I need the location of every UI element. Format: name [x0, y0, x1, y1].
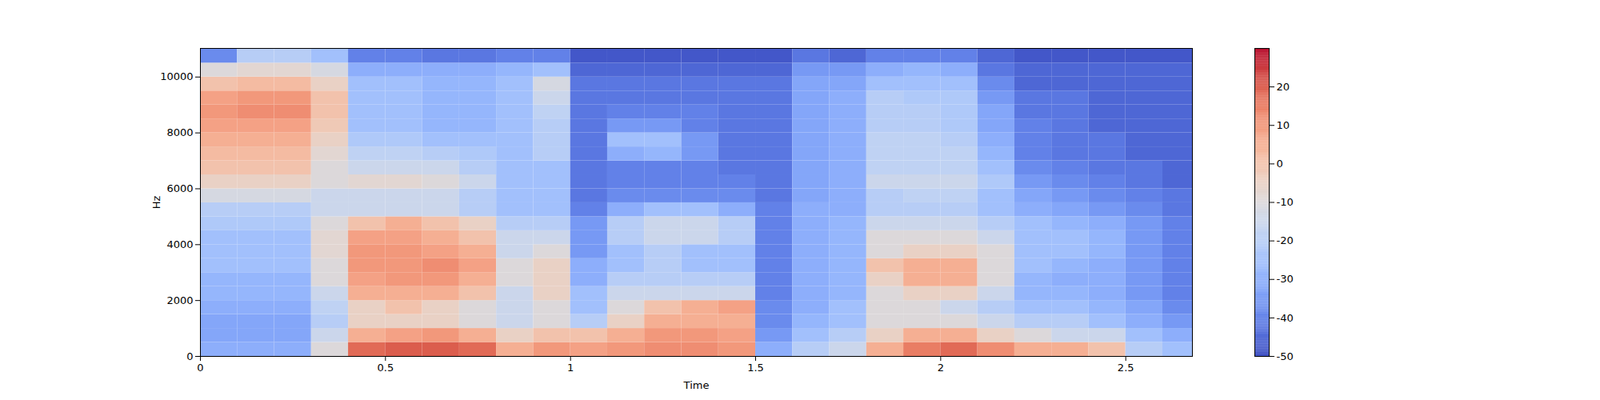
svg-text:1.5: 1.5: [747, 361, 764, 374]
svg-text:2.5: 2.5: [1117, 361, 1135, 374]
svg-text:2: 2: [937, 361, 944, 374]
svg-text:20: 20: [1276, 80, 1291, 93]
svg-text:Time: Time: [683, 379, 710, 392]
svg-text:-40: -40: [1276, 312, 1294, 324]
svg-text:0: 0: [196, 361, 204, 374]
svg-text:10000: 10000: [160, 70, 193, 83]
svg-text:0: 0: [186, 350, 193, 363]
svg-text:2000: 2000: [166, 294, 193, 307]
svg-text:6000: 6000: [166, 182, 193, 195]
svg-text:10: 10: [1276, 119, 1291, 132]
svg-text:-20: -20: [1276, 234, 1294, 247]
svg-text:4000: 4000: [166, 238, 193, 251]
svg-text:-10: -10: [1276, 196, 1294, 208]
svg-text:0.5: 0.5: [376, 361, 394, 374]
svg-text:0: 0: [1276, 157, 1284, 170]
svg-text:-50: -50: [1276, 350, 1294, 363]
svg-text:8000: 8000: [166, 126, 193, 139]
svg-text:Hz: Hz: [150, 196, 163, 210]
svg-text:1: 1: [567, 361, 574, 374]
svg-text:-30: -30: [1276, 272, 1294, 285]
